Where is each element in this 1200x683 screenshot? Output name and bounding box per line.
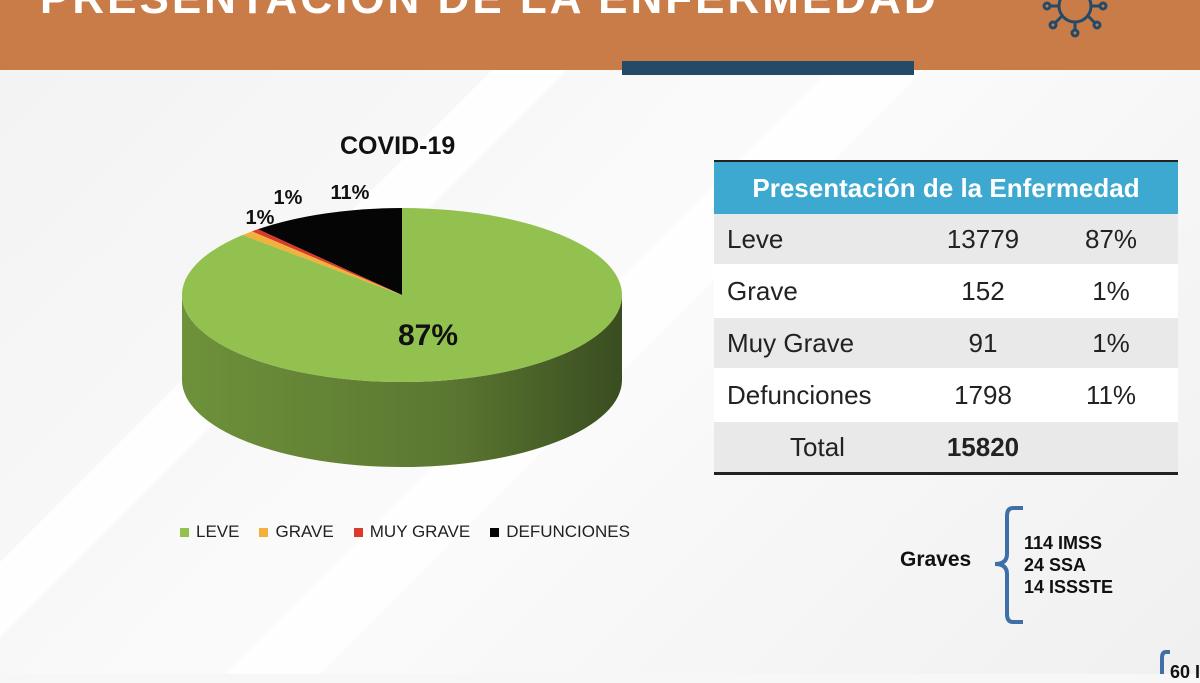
- graves-list: 114 IMSS 24 SSA 14 ISSSTE: [1024, 532, 1113, 598]
- table-row: Defunciones 1798 11%: [714, 369, 1178, 422]
- table-total-row: Total 15820: [714, 421, 1178, 475]
- legend-item: LEVE: [180, 522, 239, 542]
- legend-item: MUY GRAVE: [353, 522, 471, 542]
- brace-icon: [994, 506, 1023, 624]
- row-count: 1798: [922, 369, 1044, 422]
- graves-label: Graves: [900, 548, 972, 571]
- row-percent: 87%: [1044, 214, 1178, 266]
- row-count: 152: [922, 265, 1044, 318]
- row-count: 91: [922, 317, 1044, 370]
- pie-slice-leve: [181, 208, 623, 382]
- graves-item: 14 ISSSTE: [1024, 577, 1114, 597]
- pie-slice-muy-grave: [251, 229, 402, 295]
- data-label-leve: 87%: [398, 319, 458, 352]
- table-row: Muy Grave 91 1%: [714, 317, 1178, 370]
- row-percent: 1%: [1044, 265, 1178, 318]
- data-label-defunciones: 11%: [331, 182, 370, 204]
- graves-item: 114 IMSS: [1024, 533, 1103, 553]
- legend-label: MUY GRAVE: [369, 522, 471, 541]
- table-row: Leve 13779 87%: [714, 214, 1178, 266]
- pie-chart: 87% 1%1% 11%: [181, 182, 623, 467]
- pie-side-wall: [182, 295, 622, 467]
- row-label: Defunciones: [714, 369, 922, 422]
- legend-label: DEFUNCIONES: [506, 522, 630, 541]
- virus-icon: [1042, 0, 1108, 38]
- row-percent: 1%: [1044, 317, 1178, 370]
- chart-title: COVID-19: [340, 132, 456, 160]
- legend-item: GRAVE: [259, 522, 334, 542]
- brace-icon: [1160, 650, 1170, 674]
- row-count: 13779: [922, 214, 1044, 266]
- total-value: 15820: [922, 421, 1044, 475]
- legend-item: DEFUNCIONES: [490, 522, 630, 542]
- data-label-muy-grave: 1%: [274, 187, 303, 209]
- legend-swatch: [259, 527, 269, 537]
- legend-swatch: [353, 527, 363, 537]
- row-label: Muy Grave: [714, 317, 922, 370]
- data-label-grave: 1%: [246, 207, 275, 229]
- header-band: PRESENTACIÓN DE LA ENFERMEDAD: [0, 0, 1200, 75]
- row-label: Grave: [714, 265, 922, 318]
- pie-slice-grave: [242, 231, 402, 295]
- header-accent-bar: [622, 61, 914, 75]
- summary-table: Presentación de la Enfermedad Leve 13779…: [714, 160, 1178, 475]
- legend-label: LEVE: [196, 522, 240, 541]
- legend-swatch: [490, 527, 500, 537]
- page-title: PRESENTACIÓN DE LA ENFERMEDAD: [40, 0, 939, 24]
- legend-swatch: [180, 527, 189, 537]
- cut-off-text: 60 IMSS: [1170, 662, 1200, 682]
- total-label: Total: [714, 421, 922, 475]
- legend-label: GRAVE: [275, 522, 334, 541]
- chart-legend: LEVE GRAVE MUY GRAVE DEFUNCIONES: [180, 522, 650, 542]
- pie-slice-defunciones: [257, 208, 402, 295]
- row-label: Leve: [714, 214, 922, 266]
- row-percent: 11%: [1044, 369, 1178, 422]
- table-row: Grave 152 1%: [714, 265, 1178, 318]
- table-header: Presentación de la Enfermedad: [714, 160, 1178, 214]
- graves-item: 24 SSA: [1024, 555, 1087, 575]
- total-empty: [1044, 421, 1178, 475]
